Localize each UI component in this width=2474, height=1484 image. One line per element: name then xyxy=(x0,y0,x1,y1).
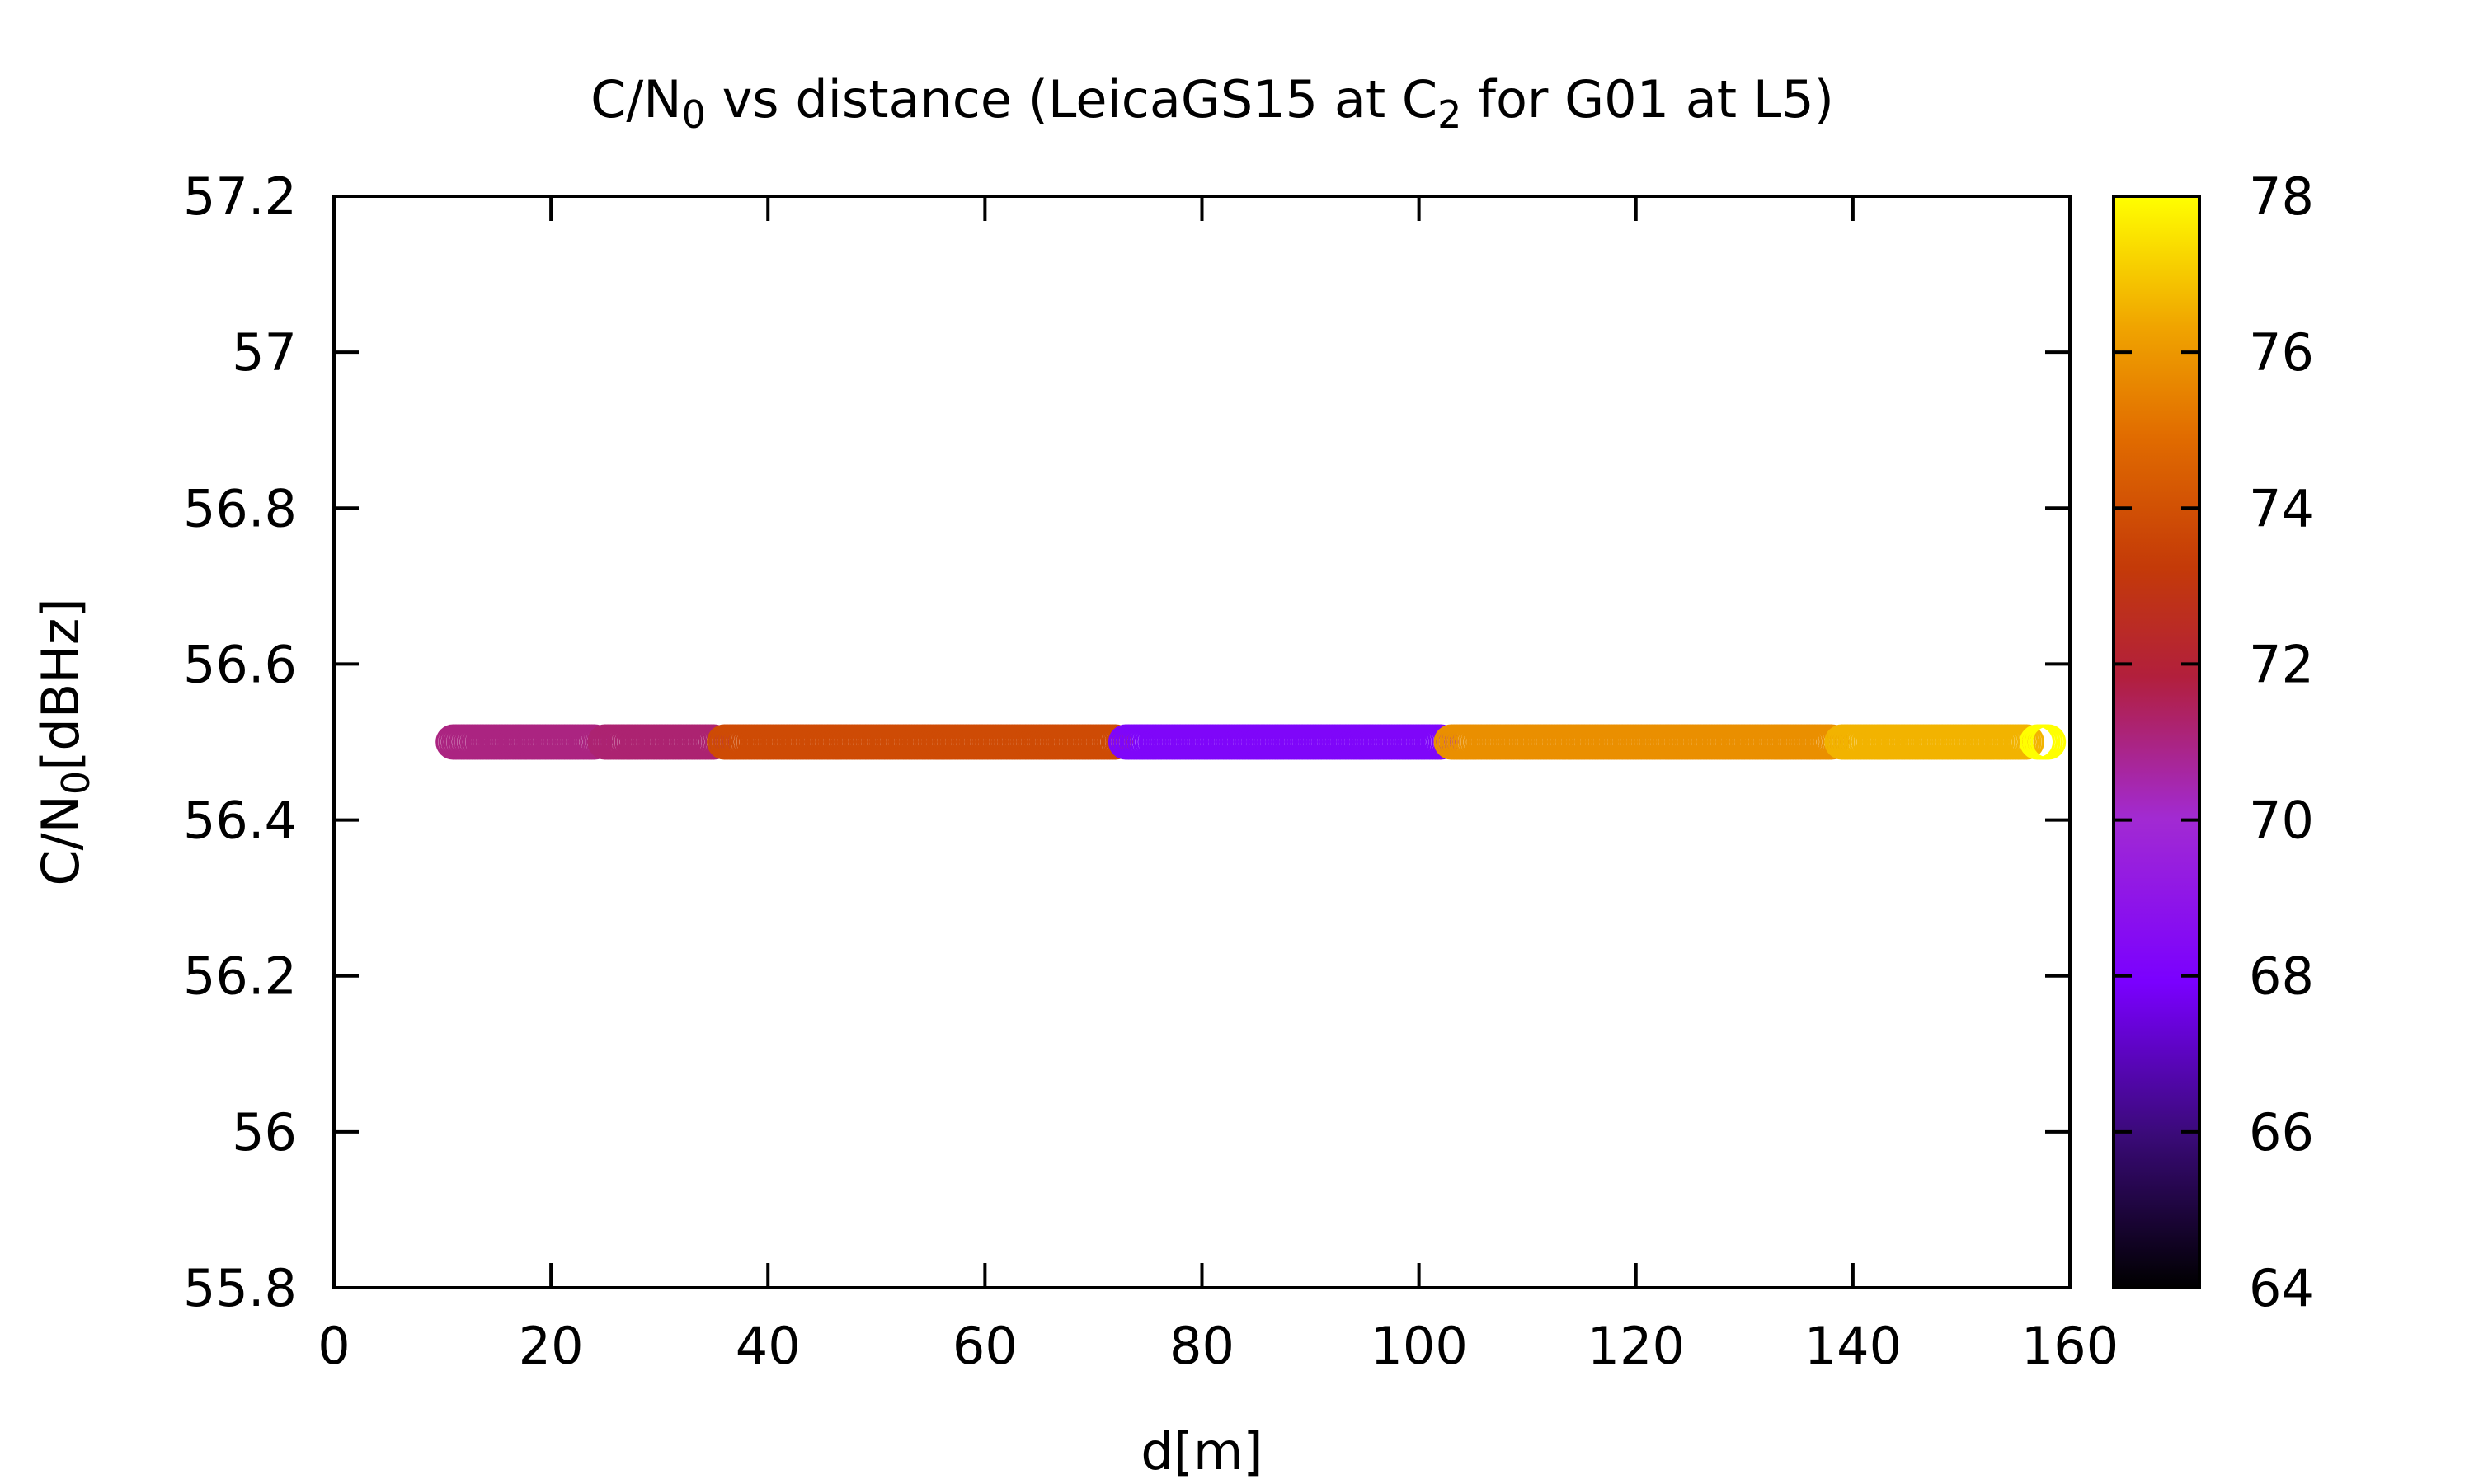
chart-title: C/N0 vs distance (LeicaGS15 at C2 for G0… xyxy=(590,69,1834,137)
chart-title-text: C/N0 vs distance (LeicaGS15 at C2 for G0… xyxy=(590,69,1834,137)
x-tick-label: 80 xyxy=(1169,1316,1235,1376)
x-axis: 0 20 40 60 80 100 120 140 160 xyxy=(317,196,2119,1376)
y-tick-label: 56 xyxy=(232,1102,297,1162)
x-tick-label: 100 xyxy=(1370,1316,1467,1376)
x-tick-label: 60 xyxy=(952,1316,1018,1376)
y-axis-title: C/N0[dBHz] xyxy=(31,598,98,885)
colorbar-tick-label: 70 xyxy=(2249,791,2314,851)
colorbar-tick-label: 78 xyxy=(2249,167,2314,227)
y-tick-label: 57.2 xyxy=(183,167,297,227)
x-tick-label: 140 xyxy=(1804,1316,1902,1376)
colorbar-tick-label: 76 xyxy=(2249,322,2314,383)
x-tick-label: 20 xyxy=(519,1316,584,1376)
y-axis-label: C/N0[dBHz] xyxy=(31,598,98,885)
y-tick-label: 56.8 xyxy=(183,478,297,538)
data-point xyxy=(2030,724,2067,760)
x-tick-label: 40 xyxy=(736,1316,801,1376)
x-tick-label: 160 xyxy=(2021,1316,2119,1376)
colorbar-tick-label: 66 xyxy=(2249,1102,2314,1162)
y-tick-label: 56.2 xyxy=(183,946,297,1007)
colorbar-tick-label: 74 xyxy=(2249,478,2314,538)
data-points xyxy=(435,724,2067,760)
x-tick-label: 120 xyxy=(1587,1316,1685,1376)
y-tick-label: 57 xyxy=(232,322,297,383)
colorbar: 64 66 68 70 72 74 76 78 xyxy=(2112,167,2314,1318)
y-tick-label: 56.6 xyxy=(183,634,297,694)
x-tick-label: 0 xyxy=(317,1316,350,1376)
colorbar-tick-label: 68 xyxy=(2249,946,2314,1007)
data-point xyxy=(2008,724,2044,760)
colorbar-gradient xyxy=(2112,195,2201,1289)
x-axis-title: d[m] xyxy=(1141,1421,1263,1482)
colorbar-tick-label: 72 xyxy=(2249,634,2314,694)
y-tick-label: 56.4 xyxy=(183,791,297,851)
x-axis-label: d[m] xyxy=(1141,1421,1263,1482)
y-axis: 55.8 56 56.2 56.4 56.6 56.8 57 57.2 xyxy=(183,167,2070,1318)
colorbar-tick-label: 64 xyxy=(2249,1258,2314,1318)
y-tick-label: 55.8 xyxy=(183,1258,297,1318)
